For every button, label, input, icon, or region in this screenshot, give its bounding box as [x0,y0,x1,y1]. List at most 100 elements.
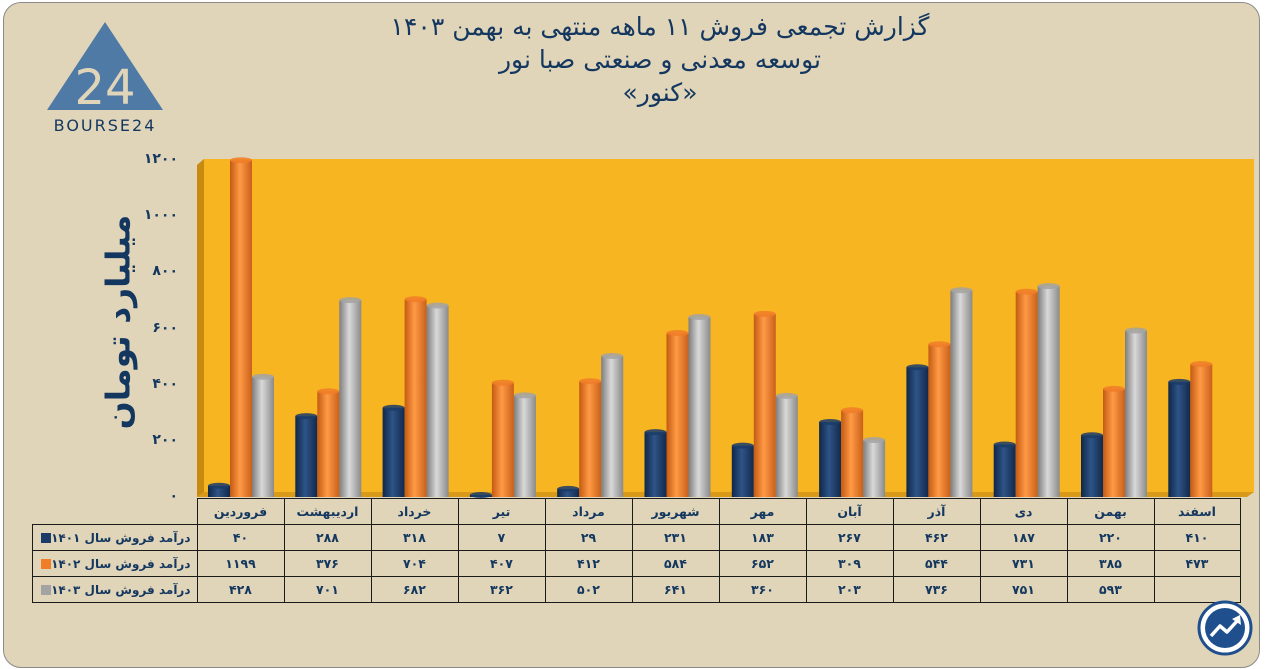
legend-swatch [41,559,52,569]
bar [1103,388,1125,497]
table-corner [32,498,198,525]
trend-badge-icon [1197,600,1253,656]
bar [906,367,929,497]
y-tick-label: ۲۰۰ [152,431,178,448]
y-tick-label: ۱۰۰۰ [143,207,178,224]
bar-cap [1125,327,1147,334]
chart-title: گزارش تجمعی فروش ۱۱ ماهه منتهی به بهمن ۱… [300,10,1020,109]
table-category: مرداد [544,498,633,525]
bar [295,416,318,497]
y-tick-label: ۶۰۰ [152,319,178,336]
bar-cap [1015,288,1038,295]
table-cell: ۷۳۶ [892,576,981,603]
bar-cap [491,379,514,386]
table-cell: ۳۸۵ [1066,550,1155,577]
table-cell: ۴۰۷ [457,550,546,577]
table-cell [1153,576,1241,603]
table-cell: ۴۷۳ [1153,550,1241,577]
data-table: فروردین اردیبهشت خرداد تیر مرداد شهریور مهر آبا… [32,498,1241,603]
y-tick-label: ۴۰۰ [152,375,178,392]
bar [950,290,973,497]
table-cell: ۵۸۴ [631,550,720,577]
table-cell: ۳۷۶ [283,550,372,577]
table-cell: ۴۱۰ [1153,524,1241,551]
table-cell: ۲۳۱ [631,524,720,551]
table-cell: ۶۴۱ [631,576,720,603]
bar [753,313,776,497]
bar [579,381,602,497]
table-cell: ۷۰۱ [283,576,372,603]
bar [644,432,667,497]
table-cell: ۴۲۸ [196,576,285,603]
table-header-row: فروردین اردیبهشت خرداد تیر مرداد شهریور مهر آبا… [32,498,1241,525]
bar-cap [731,442,754,449]
plot-side-wall [197,159,204,497]
table-category: اسفند [1153,498,1241,525]
bar [339,300,362,497]
bar-cap [230,157,252,164]
table-cell: ۴۰ [196,524,285,551]
table-cell: ۳۰۹ [805,550,894,577]
table-category: خرداد [370,498,459,525]
table-cell: ۳۱۸ [370,524,459,551]
bar [513,395,536,497]
bar-cap [382,404,405,411]
bar-cap [753,310,776,317]
table-category: مهر [718,498,807,525]
bar-cap [579,378,602,385]
bar-cap [688,313,711,320]
bar [426,305,449,497]
y-tick-label: ۸۰۰ [152,263,178,280]
legend-label: درآمد فروش سال ۱۴۰۳ [51,582,191,597]
bar-cap [819,419,842,426]
table-cell: ۲۰۳ [805,576,894,603]
plot-area [204,159,1254,492]
table-cell: ۷ [457,524,546,551]
table-category: آذر [892,498,981,525]
table-category: بهمن [1066,498,1155,525]
bar [1081,435,1103,497]
bar [731,445,754,497]
bar-cap [666,329,689,336]
bar-cap [513,392,536,399]
bar-cap [1190,361,1213,368]
bar-cap [252,373,274,380]
legend-entry: درآمد فروش سال ۱۴۰۱ [32,524,198,551]
table-cell: ۵۴۴ [892,550,981,577]
bar-cap [1037,283,1060,290]
bar [666,332,689,497]
title-line-1: گزارش تجمعی فروش ۱۱ ماهه منتهی به بهمن ۱… [390,12,930,41]
table-row: درآمد فروش سال ۱۴۰۳ ۴۲۸ ۷۰۱ ۶۸۲ ۳۶۲ ۵۰۲ ۶۴۱ ۳۶۰… [32,576,1241,603]
logo-mark: 24 [74,60,135,116]
bar [841,410,864,497]
title-line-2: توسعه معدنی و صنعتی صبا نور [498,45,821,74]
table-cell: ۱۱۹۹ [196,550,285,577]
bar-cap [1103,385,1125,392]
table-cell: ۷۵۱ [979,576,1068,603]
bar-cap [906,364,929,371]
bar [1190,364,1213,497]
table-cell: ۵۰۲ [544,576,633,603]
bar-cap [775,392,798,399]
table-cell: ۲۲۰ [1066,524,1155,551]
bar-cap [841,407,864,414]
table-cell: ۶۸۲ [370,576,459,603]
bar [1037,286,1060,497]
plot-floor [197,492,1254,497]
table-cell: ۴۱۲ [544,550,633,577]
bars-group [208,157,1213,499]
bar-cap [993,441,1016,448]
bar [382,407,405,497]
table-cell: ۳۶۲ [457,576,546,603]
bar-cap [469,492,492,499]
bar-cap [928,341,951,348]
table-cell: ۳۶۰ [718,576,807,603]
bar-cap [339,297,362,304]
table-cell: ۱۸۷ [979,524,1068,551]
y-tick-label: ۱۲۰۰ [143,151,178,167]
table-category: شهریور [631,498,720,525]
legend-label: درآمد فروش سال ۱۴۰۱ [51,530,191,545]
legend-swatch [41,585,52,595]
bar [819,422,842,497]
